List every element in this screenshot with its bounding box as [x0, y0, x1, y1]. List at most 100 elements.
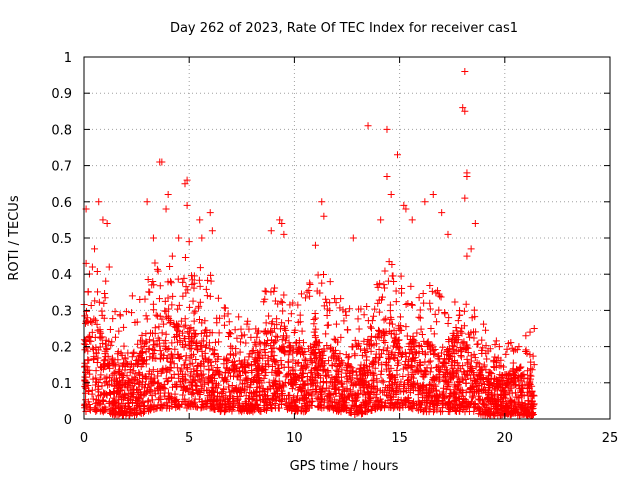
data-point — [388, 399, 396, 407]
data-point — [408, 216, 416, 224]
data-point — [274, 300, 282, 308]
data-point — [414, 386, 422, 394]
data-point — [347, 405, 355, 413]
data-point — [120, 323, 128, 331]
data-point — [236, 348, 244, 356]
data-point — [427, 388, 435, 396]
data-point — [248, 368, 256, 376]
x-tick-label: 10 — [286, 431, 303, 446]
data-point — [192, 341, 200, 349]
data-point — [252, 400, 260, 408]
data-point — [111, 308, 119, 316]
data-point — [471, 400, 479, 408]
data-point — [503, 381, 511, 389]
data-point — [513, 406, 521, 414]
data-point — [391, 354, 399, 362]
data-point — [515, 343, 523, 351]
data-point — [180, 274, 188, 282]
data-point — [420, 337, 428, 345]
data-point — [381, 267, 389, 275]
data-point — [416, 359, 424, 367]
data-point — [479, 344, 487, 352]
data-point — [89, 395, 97, 403]
data-point — [374, 332, 382, 340]
data-point — [274, 361, 282, 369]
data-point — [127, 396, 135, 404]
data-point — [460, 322, 468, 330]
data-point — [99, 339, 107, 347]
data-point — [473, 385, 481, 393]
y-tick-label: 0.1 — [51, 377, 72, 392]
data-point — [212, 397, 220, 405]
data-point — [253, 371, 261, 379]
data-point — [424, 389, 432, 397]
data-point — [445, 379, 453, 387]
data-point — [183, 201, 191, 209]
data-point — [261, 351, 269, 359]
data-point — [87, 337, 95, 345]
data-point — [98, 382, 106, 390]
data-point — [233, 384, 241, 392]
data-point — [445, 338, 453, 346]
data-point — [128, 309, 136, 317]
data-point — [382, 315, 390, 323]
data-point — [278, 336, 286, 344]
data-point — [343, 377, 351, 385]
data-point — [186, 345, 194, 353]
data-point — [198, 337, 206, 345]
data-point — [213, 364, 221, 372]
data-point — [305, 391, 313, 399]
data-point — [149, 300, 157, 308]
data-point — [168, 252, 176, 260]
data-point — [449, 342, 457, 350]
data-point — [206, 292, 214, 300]
data-point — [448, 353, 456, 361]
data-point — [216, 401, 224, 409]
data-point — [397, 327, 405, 335]
data-point — [101, 363, 109, 371]
data-point — [249, 393, 257, 401]
data-point — [373, 378, 381, 386]
data-point — [467, 374, 475, 382]
data-point — [98, 333, 106, 341]
data-point — [255, 350, 263, 358]
data-point — [81, 346, 89, 354]
data-point — [109, 315, 117, 323]
data-point — [301, 402, 309, 410]
data-point — [104, 381, 112, 389]
data-point — [212, 380, 220, 388]
data-point — [313, 379, 321, 387]
data-point — [366, 323, 374, 331]
data-point — [298, 362, 306, 370]
data-point — [324, 321, 332, 329]
data-point — [193, 382, 201, 390]
data-point — [298, 403, 306, 411]
data-point — [501, 384, 509, 392]
data-point — [179, 397, 187, 405]
data-point — [146, 288, 154, 296]
data-point — [84, 288, 92, 296]
data-point — [85, 366, 93, 374]
data-point — [173, 382, 181, 390]
data-point — [323, 341, 331, 349]
data-point — [229, 372, 237, 380]
data-point — [182, 289, 190, 297]
data-point — [248, 403, 256, 411]
data-point — [454, 317, 462, 325]
data-point — [530, 325, 538, 332]
data-point — [94, 392, 102, 400]
data-point — [416, 306, 424, 314]
data-point — [268, 318, 276, 326]
data-point — [310, 328, 318, 336]
data-point — [320, 270, 328, 278]
data-point — [93, 359, 101, 367]
data-point — [395, 345, 403, 353]
data-point — [464, 367, 472, 375]
data-point — [452, 408, 460, 416]
data-point — [106, 389, 114, 397]
data-point — [287, 375, 295, 383]
data-point — [125, 379, 133, 387]
data-point — [158, 315, 166, 323]
data-point — [179, 292, 187, 300]
data-point — [485, 398, 493, 406]
